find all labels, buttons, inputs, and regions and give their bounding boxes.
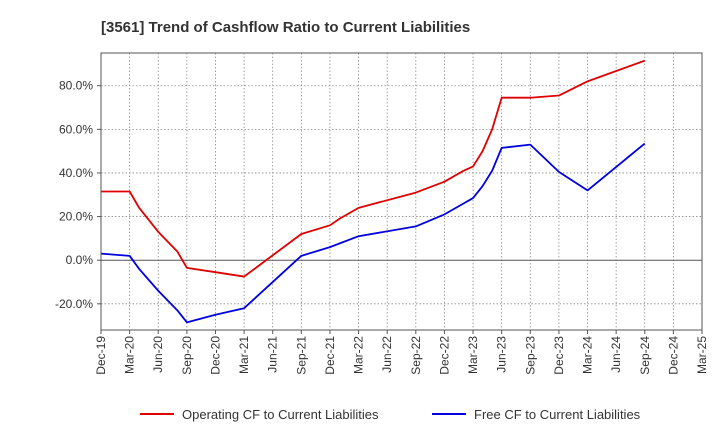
series-line-1 — [101, 59, 646, 278]
legend: Operating CF to Current Liabilities Free … — [140, 407, 641, 422]
x-tick-label: Sep-21 — [294, 336, 308, 375]
legend-label-1: Operating CF to Current Liabilities — [182, 407, 379, 422]
x-tick-label: Mar-22 — [352, 336, 366, 374]
x-tick-label: Dec-24 — [666, 336, 680, 375]
x-tick-label: Dec-19 — [94, 336, 108, 375]
y-tick-label: 0.0% — [66, 253, 94, 267]
x-tick-label: Jun-21 — [266, 336, 280, 373]
series-line-2 — [100, 142, 646, 324]
grid — [100, 53, 703, 330]
y-tick-label: 60.0% — [59, 122, 93, 136]
y-tick-label: 80.0% — [59, 79, 93, 93]
x-tick-label: Jun-23 — [495, 336, 509, 373]
x-tick-label: Sep-22 — [409, 336, 423, 375]
series-lines — [100, 59, 646, 324]
plot-area-frame — [100, 52, 703, 331]
y-tick-label: 40.0% — [59, 166, 93, 180]
chart-title: [3561] Trend of Cashflow Ratio to Curren… — [101, 19, 470, 36]
x-tick-label: Jun-22 — [380, 336, 394, 373]
x-tick-label: Sep-23 — [523, 336, 537, 375]
x-tick-label: Dec-21 — [323, 336, 337, 375]
y-axis-ticks: -20.0% 0.0% 20.0% 40.0% 60.0% 80.0% — [55, 79, 101, 311]
x-axis-ticks: Dec-19 Mar-20 Jun-20 Sep-20 Dec-20 Mar-21 Jun-… — [94, 330, 709, 375]
x-tick-label: Mar-21 — [237, 336, 251, 374]
x-tick-label: Mar-23 — [466, 336, 480, 374]
x-tick-label: Jun-20 — [151, 336, 165, 373]
x-tick-label: Dec-23 — [552, 336, 566, 375]
x-tick-label: Jun-24 — [609, 336, 623, 373]
x-tick-label: Mar-24 — [581, 336, 595, 374]
x-tick-label: Dec-22 — [437, 336, 451, 375]
x-tick-label: Sep-24 — [638, 336, 652, 375]
x-tick-label: Dec-20 — [208, 336, 222, 375]
legend-label-2: Free CF to Current Liabilities — [474, 407, 641, 422]
x-tick-label: Mar-20 — [123, 336, 137, 374]
y-tick-label: 20.0% — [59, 210, 93, 224]
x-tick-label: Mar-25 — [695, 336, 709, 374]
x-tick-label: Sep-20 — [180, 336, 194, 375]
y-tick-label: -20.0% — [55, 297, 93, 311]
